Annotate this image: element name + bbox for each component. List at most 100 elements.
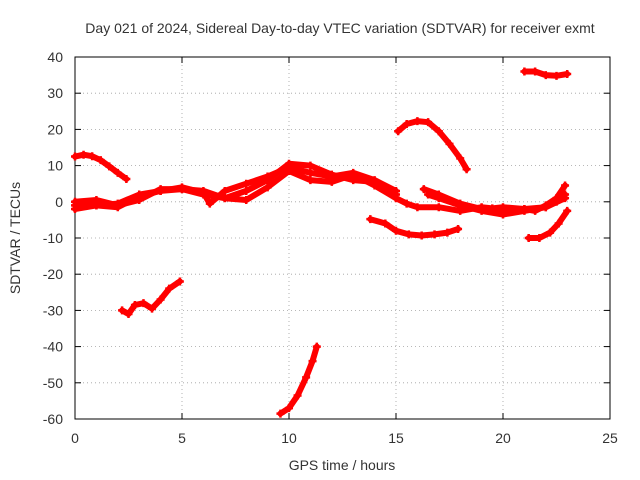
- data-point: [454, 224, 463, 233]
- series-arc-early-high: [71, 150, 131, 183]
- data-point: [520, 205, 529, 214]
- data-point: [434, 127, 443, 136]
- data-point: [554, 219, 563, 228]
- data-point: [417, 231, 426, 240]
- y-axis-label: SDTVAR / TECUs: [7, 182, 23, 294]
- data-point: [306, 176, 315, 185]
- data-point: [139, 299, 148, 308]
- series-arc-late-high: [520, 67, 572, 80]
- data-point: [392, 194, 400, 203]
- data-point: [71, 152, 79, 161]
- data-point: [541, 71, 550, 80]
- data-point: [394, 127, 403, 136]
- data-point: [402, 119, 411, 128]
- series-arc-afternoon-low: [366, 215, 463, 240]
- data-point: [499, 203, 507, 212]
- data-point: [165, 284, 174, 293]
- data-point: [242, 195, 251, 204]
- data-point: [546, 228, 555, 237]
- y-tick-label: -50: [43, 375, 63, 391]
- data-point: [306, 168, 315, 177]
- x-tick-label: 15: [388, 430, 404, 446]
- data-point: [242, 186, 251, 195]
- series-line: [277, 343, 320, 417]
- data-point: [113, 199, 122, 208]
- data-point: [561, 194, 570, 203]
- y-tick-label: -30: [43, 302, 63, 318]
- data-point: [220, 186, 229, 195]
- data-point: [312, 342, 321, 351]
- data-point: [118, 306, 127, 315]
- data-point: [130, 300, 139, 309]
- chart-title: Day 021 of 2024, Sidereal Day-to-day VTE…: [85, 20, 594, 36]
- data-point: [443, 228, 452, 237]
- data-point: [366, 215, 375, 224]
- axis-ticks: 0 5 10 15 20 25 -60 -50 -40 -30 -20 -10 0 10 20 30 40: [43, 49, 618, 446]
- data-point: [531, 67, 540, 76]
- data-point: [135, 190, 144, 199]
- data-point: [456, 154, 465, 163]
- data-point: [327, 177, 336, 186]
- data-point: [302, 373, 311, 382]
- data-point: [541, 203, 550, 212]
- data-point: [563, 206, 572, 215]
- data-point: [105, 162, 114, 171]
- data-point: [88, 152, 97, 161]
- y-tick-label: 20: [47, 121, 63, 137]
- x-tick-label: 25: [602, 430, 618, 446]
- x-tick-label: 20: [495, 430, 511, 446]
- data-point: [477, 203, 486, 212]
- data-point: [488, 204, 497, 213]
- y-tick-label: 10: [47, 158, 63, 174]
- y-tick-label: -10: [43, 230, 63, 246]
- series-arc-late-neg: [524, 206, 572, 242]
- data-point: [79, 150, 88, 159]
- data-point: [156, 186, 165, 195]
- y-tick-label: -20: [43, 266, 63, 282]
- series-group: [71, 67, 572, 418]
- data-point: [434, 194, 443, 203]
- data-point: [563, 70, 572, 79]
- y-tick-label: 30: [47, 85, 63, 101]
- x-axis-label: GPS time / hours: [289, 457, 396, 473]
- data-point: [285, 404, 293, 413]
- data-point: [96, 156, 105, 165]
- x-tick-label: 10: [281, 430, 297, 446]
- data-point: [413, 117, 422, 126]
- data-point: [535, 234, 544, 242]
- data-point: [71, 201, 79, 210]
- series-arc-afternoon-high: [394, 117, 471, 174]
- series-arc-early-neg: [118, 277, 184, 319]
- data-point: [381, 219, 390, 228]
- data-point: [445, 139, 454, 148]
- data-point: [242, 179, 251, 188]
- y-tick-label: -40: [43, 339, 63, 355]
- data-point: [308, 357, 317, 366]
- x-tick-label: 5: [178, 430, 186, 446]
- data-point: [263, 176, 272, 185]
- data-point: [402, 199, 411, 208]
- data-point: [92, 201, 101, 210]
- data-point: [285, 167, 293, 176]
- data-point: [413, 203, 422, 212]
- data-point: [175, 277, 184, 286]
- data-point: [327, 170, 336, 179]
- data-point: [178, 185, 186, 194]
- data-point: [404, 230, 413, 239]
- data-point: [424, 118, 433, 127]
- data-point: [156, 295, 165, 304]
- data-point: [524, 234, 533, 242]
- data-point: [424, 190, 433, 199]
- data-point: [306, 161, 315, 170]
- data-point: [285, 159, 293, 168]
- series-line: [72, 168, 399, 209]
- data-point: [430, 230, 439, 239]
- data-point: [276, 409, 285, 418]
- series-line: [395, 118, 470, 173]
- grid: [75, 57, 610, 419]
- data-point: [113, 168, 122, 177]
- y-tick-label: -60: [43, 411, 63, 427]
- data-point: [520, 67, 529, 76]
- data-point: [499, 210, 507, 219]
